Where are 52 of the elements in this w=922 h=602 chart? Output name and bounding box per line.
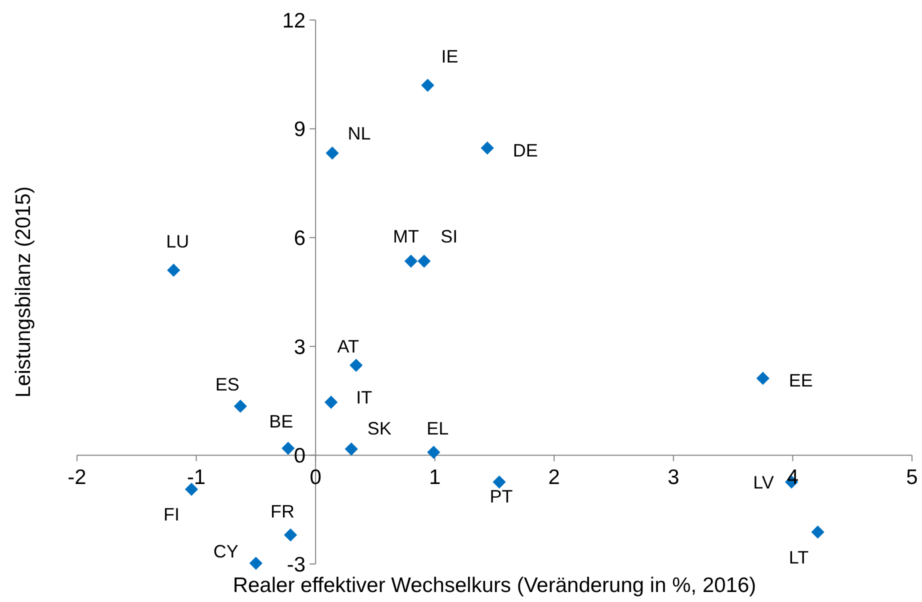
point (167, 264, 180, 277)
annotation: NL (348, 123, 371, 144)
point (282, 442, 295, 455)
annotation: EE (788, 370, 813, 391)
annotation: ES (215, 374, 240, 395)
y-tick-label: 12 (282, 9, 306, 32)
annotation: SI (440, 226, 458, 246)
point (418, 254, 431, 268)
y-tick-label: 3 (294, 336, 306, 359)
annotation: MT (393, 226, 419, 246)
x-tick-label: 1 (429, 466, 441, 490)
point (756, 372, 770, 385)
x-tick-label: -2 (68, 466, 86, 490)
point (404, 254, 418, 268)
y-tick-label: 9 (294, 118, 306, 142)
point (427, 446, 440, 459)
point (811, 526, 824, 539)
annotation: BE (269, 412, 294, 432)
point (350, 358, 363, 372)
x-axis-title: Realer effektiver Wechselkurs (Veränderung in %, 2016) (232, 574, 756, 597)
annotation: AT (337, 336, 359, 357)
annotation: DE (512, 140, 538, 160)
point (184, 482, 198, 496)
annotation: LU (166, 232, 190, 252)
annotation: SK (367, 418, 392, 438)
point (326, 146, 339, 160)
annotation: PT (490, 486, 513, 506)
x-tick-label: 5 (906, 466, 918, 490)
point (492, 475, 506, 489)
y-axis-title: Leistungsbilanz (2015) (12, 186, 35, 398)
x-tick-label: 2 (548, 466, 560, 490)
y-tick-label: 0 (294, 444, 306, 468)
annotation: CY (213, 542, 238, 562)
y-tick-label: 6 (294, 226, 306, 250)
point (284, 528, 298, 542)
point (249, 556, 262, 570)
point (344, 442, 358, 456)
point (234, 400, 247, 413)
annotation: IE (441, 46, 458, 67)
annotation: LV (753, 472, 774, 492)
annotation: FR (270, 501, 295, 522)
annotation: IT (356, 388, 372, 408)
annotation: FI (164, 504, 180, 525)
annotation: EL (426, 418, 449, 439)
x-tick-label: 3 (668, 466, 680, 490)
point (324, 396, 338, 409)
x-tick-label: 0 (310, 466, 322, 490)
point (421, 78, 434, 92)
y-tick-label: -3 (286, 553, 306, 576)
annotation: LT (788, 547, 809, 568)
point (480, 141, 494, 155)
x-tick-label: -1 (186, 466, 206, 490)
